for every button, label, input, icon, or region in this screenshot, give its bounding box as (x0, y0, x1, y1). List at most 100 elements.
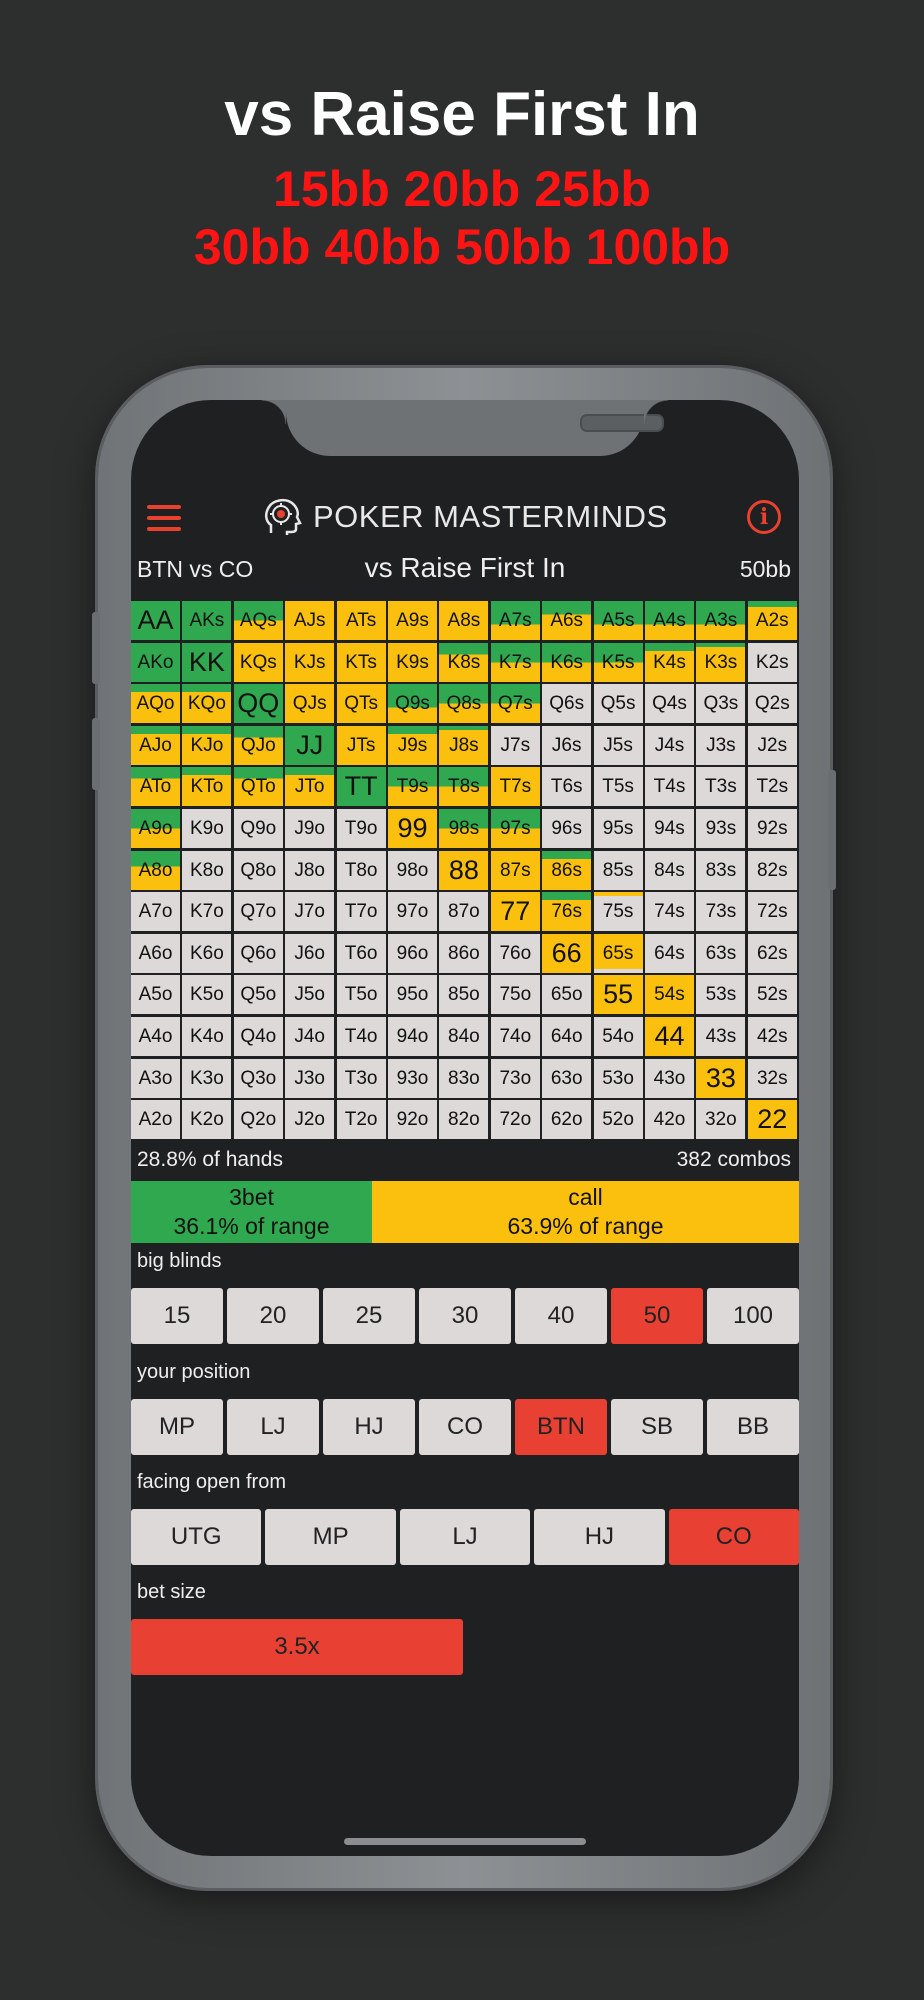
hand-cell[interactable]: T6s (542, 767, 592, 807)
hand-cell[interactable]: J4s (645, 725, 694, 765)
hand-cell[interactable]: QJo (233, 725, 283, 765)
hand-cell[interactable]: A9s (388, 601, 437, 640)
hand-cell[interactable]: T4o (336, 1017, 386, 1056)
hand-cell[interactable]: 76s (542, 892, 592, 932)
hand-cell[interactable]: A2o (131, 1100, 180, 1140)
hand-cell[interactable]: 75o (490, 975, 540, 1015)
hand-cell[interactable]: 83o (439, 1058, 489, 1098)
position-bb-button[interactable]: BB (707, 1399, 799, 1455)
position-hj-button[interactable]: HJ (323, 1399, 415, 1455)
hand-cell[interactable]: T7s (490, 767, 540, 807)
hand-cell[interactable]: A9o (131, 809, 180, 848)
hand-cell[interactable]: Q5s (593, 684, 643, 724)
position-mp-button[interactable]: MP (131, 1399, 223, 1455)
hand-cell[interactable]: J3o (285, 1058, 335, 1098)
hand-cell[interactable]: Q5o (233, 975, 283, 1015)
hand-cell[interactable]: K9o (182, 809, 232, 848)
hand-cell[interactable]: K4o (182, 1017, 232, 1056)
hand-cell[interactable]: 87o (439, 892, 489, 932)
hand-cell[interactable]: J5s (593, 725, 643, 765)
hand-cell[interactable]: 86s (542, 850, 592, 890)
hand-cell[interactable]: A8o (131, 850, 180, 890)
hand-cell[interactable]: J5o (285, 975, 335, 1015)
hand-cell[interactable]: T6o (336, 933, 386, 973)
bb-50-button[interactable]: 50 (611, 1288, 703, 1344)
hand-cell[interactable]: 62s (747, 933, 797, 973)
hand-cell[interactable]: T8o (336, 850, 386, 890)
hand-cell[interactable]: 99 (388, 809, 437, 848)
hand-cell[interactable]: K8s (439, 642, 489, 682)
hand-cell[interactable]: T4s (645, 767, 694, 807)
hand-cell[interactable]: 98s (439, 809, 489, 848)
hand-cell[interactable]: KJs (285, 642, 335, 682)
hand-cell[interactable]: K2s (747, 642, 797, 682)
hand-cell[interactable]: J2s (747, 725, 797, 765)
hand-cell[interactable]: 43s (696, 1017, 746, 1056)
hand-cell[interactable]: 84o (439, 1017, 489, 1056)
hand-cell[interactable]: Q4o (233, 1017, 283, 1056)
hand-cell[interactable]: Q3o (233, 1058, 283, 1098)
hand-cell[interactable]: 97s (490, 809, 540, 848)
hand-cell[interactable]: A5s (593, 601, 643, 640)
hand-cell[interactable]: ATo (131, 767, 180, 807)
hand-cell[interactable]: KQo (182, 684, 232, 724)
hand-cell[interactable]: T9s (388, 767, 437, 807)
hand-cell[interactable]: 92s (747, 809, 797, 848)
hand-cell[interactable]: T9o (336, 809, 386, 848)
hand-cell[interactable]: Q8s (439, 684, 489, 724)
hand-cell[interactable]: A5o (131, 975, 180, 1015)
hand-cell[interactable]: 52s (747, 975, 797, 1015)
hand-cell[interactable]: K5o (182, 975, 232, 1015)
hand-cell[interactable]: AKo (131, 642, 180, 682)
open-co-button[interactable]: CO (668, 1509, 799, 1565)
hand-cell[interactable]: 86o (439, 933, 489, 973)
hand-cell[interactable]: 65o (542, 975, 592, 1015)
hand-cell[interactable]: AQo (131, 684, 180, 724)
open-lj-button[interactable]: LJ (399, 1509, 531, 1565)
hand-cell[interactable]: Q6o (233, 933, 283, 973)
hand-cell[interactable]: T7o (336, 892, 386, 932)
hand-cell[interactable]: 32o (696, 1100, 746, 1140)
hand-cell[interactable]: 53s (696, 975, 746, 1015)
hand-cell[interactable]: Q2s (747, 684, 797, 724)
bb-30-button[interactable]: 30 (419, 1288, 511, 1344)
hand-cell[interactable]: Q3s (696, 684, 746, 724)
hand-cell[interactable]: QJs (285, 684, 335, 724)
hand-cell[interactable]: 94o (388, 1017, 437, 1056)
hand-cell[interactable]: 82s (747, 850, 797, 890)
hand-cell[interactable]: A8s (439, 601, 489, 640)
hand-cell[interactable]: 44 (645, 1017, 694, 1056)
hand-cell[interactable]: Q9s (388, 684, 437, 724)
hand-cell[interactable]: 52o (593, 1100, 643, 1140)
hand-cell[interactable]: TT (336, 767, 386, 807)
hand-cell[interactable]: KQs (233, 642, 283, 682)
hand-cell[interactable]: 72o (490, 1100, 540, 1140)
hand-cell[interactable]: 54o (593, 1017, 643, 1056)
hand-cell[interactable]: 75s (593, 892, 643, 932)
hand-cell[interactable]: J6o (285, 933, 335, 973)
hand-cell[interactable]: K6o (182, 933, 232, 973)
hand-cell[interactable]: 95s (593, 809, 643, 848)
hand-cell[interactable]: Q7o (233, 892, 283, 932)
hand-cell[interactable]: T8s (439, 767, 489, 807)
hand-cell[interactable]: 43o (645, 1058, 694, 1098)
bb-20-button[interactable]: 20 (227, 1288, 319, 1344)
hand-cell[interactable]: T2s (747, 767, 797, 807)
hand-cell[interactable]: J6s (542, 725, 592, 765)
hand-cell[interactable]: K2o (182, 1100, 232, 1140)
hand-cell[interactable]: 22 (747, 1100, 797, 1140)
hand-cell[interactable]: J3s (696, 725, 746, 765)
hand-cell[interactable]: 77 (490, 892, 540, 932)
hand-cell[interactable]: J4o (285, 1017, 335, 1056)
hand-cell[interactable]: AQs (233, 601, 283, 640)
hand-cell[interactable]: 62o (542, 1100, 592, 1140)
hand-cell[interactable]: 93s (696, 809, 746, 848)
hand-cell[interactable]: 98o (388, 850, 437, 890)
hand-cell[interactable]: J7s (490, 725, 540, 765)
hand-cell[interactable]: Q4s (645, 684, 694, 724)
hamburger-menu-icon[interactable] (147, 504, 181, 532)
open-utg-button[interactable]: UTG (131, 1509, 262, 1565)
hand-cell[interactable]: 74o (490, 1017, 540, 1056)
hand-cell[interactable]: A3s (696, 601, 746, 640)
hand-cell[interactable]: KTs (336, 642, 386, 682)
